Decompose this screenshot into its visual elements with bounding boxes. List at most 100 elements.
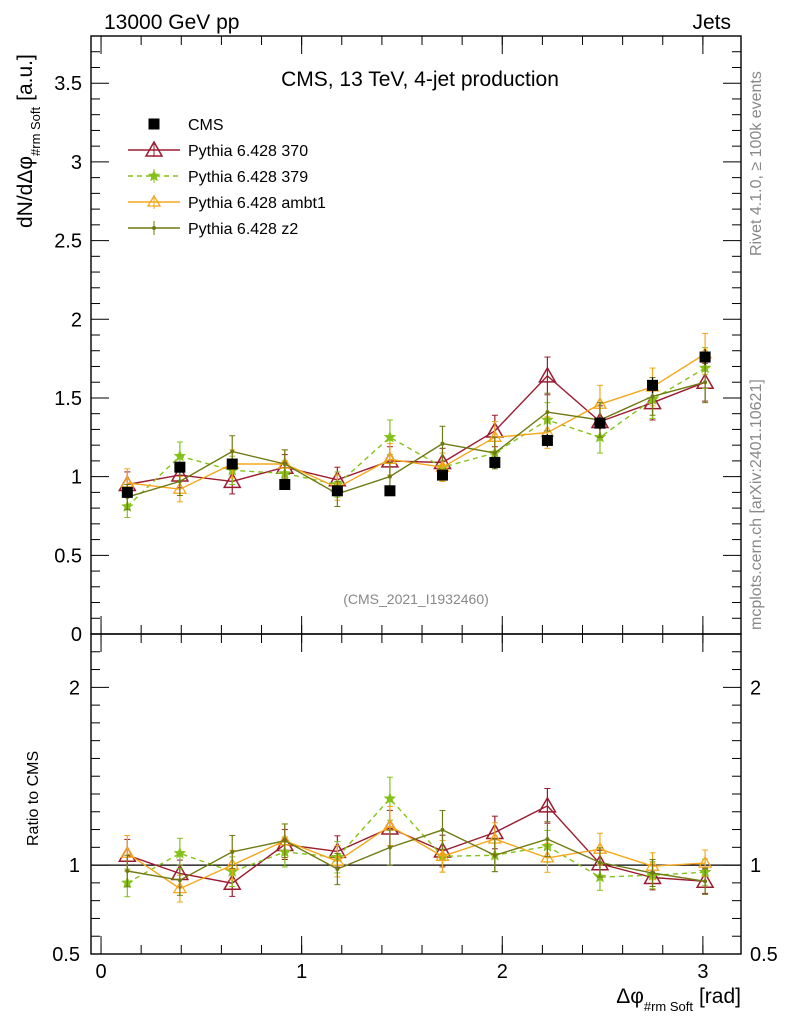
- series-line-ratio: [126, 825, 706, 890]
- ratio-tick-label-right: 2: [750, 677, 761, 699]
- svg-text:dN/dΔφ#rm Soft[a.u.]: dN/dΔφ#rm Soft [a.u.]: [14, 54, 43, 228]
- square-marker: [489, 456, 501, 468]
- triangle-marker: [538, 366, 557, 383]
- main-series-group: [118, 332, 715, 519]
- dot-marker: [230, 449, 235, 454]
- legend-label: Pythia 6.428 370: [188, 143, 308, 160]
- y-tick-label: 3.5: [54, 73, 82, 95]
- dot-marker: [492, 451, 497, 456]
- dot-marker: [125, 869, 130, 874]
- legend: CMS Pythia 6.428 370 Pythia 6.428 379 Pythi…: [128, 117, 326, 238]
- legend-label: Pythia 6.428 379: [188, 169, 308, 186]
- dot-marker: [177, 878, 182, 883]
- x-tick-label: 0: [95, 961, 106, 983]
- y-tick-label: 2: [71, 309, 82, 331]
- y-tick-label: 0.5: [54, 545, 82, 567]
- y-axis-label-main: dN/dΔφ: [14, 156, 37, 228]
- y-tick-label: 1.5: [54, 388, 82, 410]
- legend-label: Pythia 6.428 ambt1: [188, 195, 326, 212]
- square-marker: [699, 351, 711, 363]
- series-line-ratio: [127, 805, 706, 884]
- square-marker: [148, 118, 160, 130]
- mcplots-reference: mcplots.cern.ch [arXiv:2401.10621]: [748, 379, 765, 630]
- square-marker: [594, 417, 606, 429]
- chart-title: CMS, 13 TeV, 4-jet production: [281, 68, 559, 91]
- star-marker: [383, 430, 397, 443]
- square-marker: [541, 434, 553, 446]
- svg-text:Rivet 4.1.0, ≥ 100k events: Rivet 4.1.0, ≥ 100k events: [748, 71, 765, 256]
- dot-marker: [492, 853, 497, 858]
- square-marker: [121, 486, 133, 498]
- x-tick-label: 1: [296, 961, 307, 983]
- x-axis-label-subscript: #rm Soft: [644, 999, 694, 1014]
- dot-marker: [335, 867, 340, 872]
- dot-marker: [545, 837, 550, 842]
- square-marker: [384, 485, 396, 497]
- x-tick-label: 3: [697, 961, 708, 983]
- ratio-series-group: [118, 776, 715, 903]
- y-tick-label: 3: [71, 152, 82, 174]
- triangle-marker: [144, 140, 164, 157]
- dot-marker: [440, 441, 445, 446]
- axis-ticks: 0 1 2 3 0 0.5 1 1.5 2 2.5 3 3.5 0.5 0.5 1 1 2 2: [52, 36, 778, 983]
- small-triangle-marker: [697, 855, 713, 868]
- small-triangle-marker: [146, 194, 162, 207]
- dot-marker: [545, 410, 550, 415]
- ratio-y-axis-label: Ratio to CMS: [25, 751, 42, 846]
- header-right-label: Jets: [692, 11, 731, 34]
- x-tick-label: 2: [497, 961, 508, 983]
- square-marker: [174, 461, 186, 473]
- series-line-main: [127, 381, 706, 498]
- y-tick-label: 1: [71, 467, 82, 489]
- y-axis-label-subscript: #rm Soft: [28, 106, 43, 156]
- dot-marker: [152, 226, 156, 230]
- star-marker: [147, 169, 161, 182]
- dot-marker: [177, 479, 182, 484]
- legend-label: Pythia 6.428 z2: [188, 221, 298, 238]
- dot-marker: [387, 474, 392, 479]
- header-left-label: 13000 GeV pp: [104, 11, 239, 34]
- y-tick-label: 2.5: [54, 231, 82, 253]
- square-marker: [436, 469, 448, 481]
- star-marker: [173, 449, 187, 462]
- legend-label: CMS: [188, 117, 224, 134]
- series-line-ratio: [127, 829, 706, 882]
- series-line-main: [126, 367, 706, 508]
- ratio-tick-label-left: 1: [69, 855, 80, 877]
- series-line-ratio: [126, 797, 706, 884]
- ratio-tick-label-right: 1: [750, 855, 761, 877]
- x-axis-label-unit: [rad]: [699, 985, 741, 1008]
- svg-text:Ratio to CMS: Ratio to CMS: [25, 751, 42, 846]
- square-marker: [331, 485, 343, 497]
- dot-marker: [703, 879, 708, 884]
- triangle-marker: [222, 873, 242, 890]
- series-line-main: [127, 353, 706, 490]
- dot-marker: [387, 845, 392, 850]
- x-axis-label-main: Δφ: [616, 985, 644, 1008]
- square-marker: [279, 479, 291, 490]
- ratio-tick-label-left: 2: [69, 677, 80, 699]
- cms-data-group: [121, 349, 711, 498]
- triangle-marker: [538, 796, 557, 813]
- small-triangle-marker: [225, 857, 240, 870]
- y-tick-label: 0: [71, 624, 82, 646]
- dot-marker: [650, 870, 655, 875]
- triangle-marker: [222, 471, 242, 489]
- dot-marker: [703, 380, 708, 385]
- y-axis-label: dN/dΔφ#rm Soft [a.u.]: [14, 54, 43, 228]
- star-marker: [173, 846, 187, 859]
- series-line-main: [127, 374, 706, 486]
- dot-marker: [650, 394, 655, 399]
- svg-text:mcplots.cern.ch [arXiv:2401.10: mcplots.cern.ch [arXiv:2401.10621]: [748, 379, 765, 630]
- square-marker: [647, 379, 659, 391]
- x-axis-label: Δφ#rm Soft [rad]: [616, 985, 741, 1014]
- small-triangle-marker: [435, 849, 450, 861]
- dot-marker: [440, 827, 445, 832]
- rivet-version-note: Rivet 4.1.0, ≥ 100k events: [748, 71, 765, 256]
- dot-marker: [282, 462, 287, 467]
- dot-marker: [597, 860, 602, 865]
- star-marker: [383, 792, 397, 805]
- ratio-tick-label-right: 0.5: [750, 944, 778, 966]
- analysis-watermark: (CMS_2021_I1932460): [343, 591, 489, 607]
